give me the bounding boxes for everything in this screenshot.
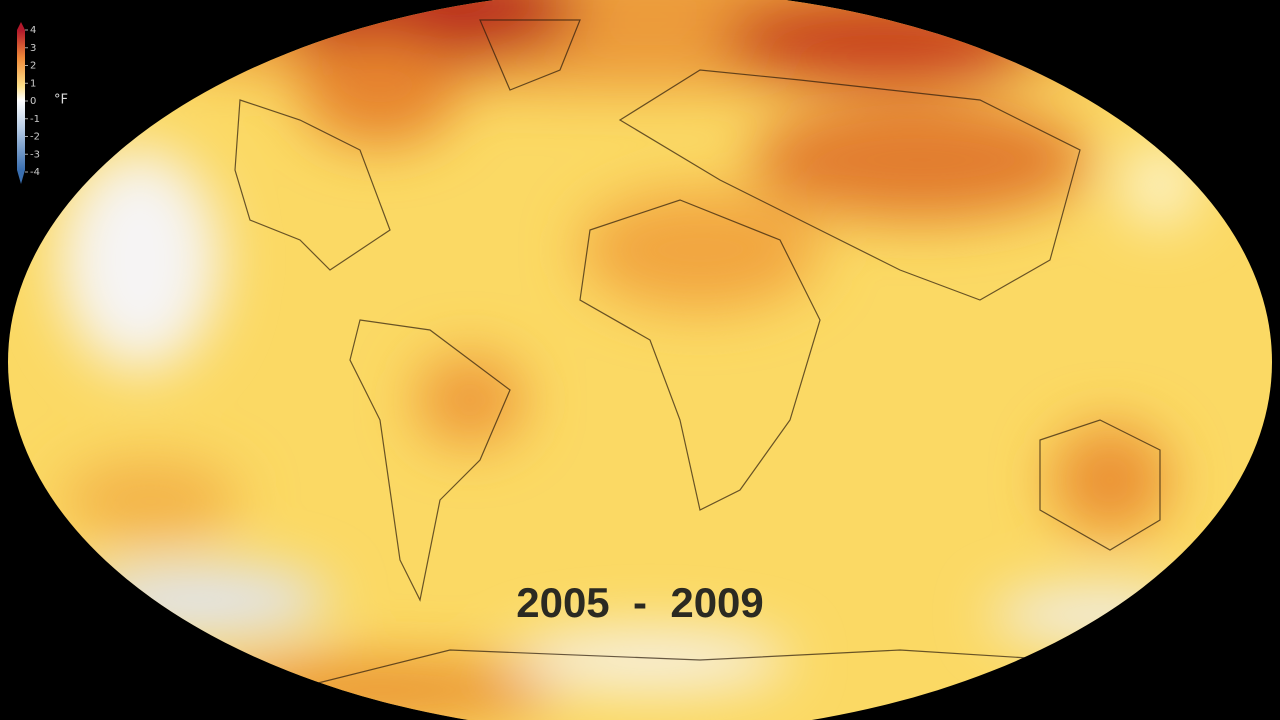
legend-tick-label: 0 xyxy=(30,96,36,107)
legend-arrow-bottom xyxy=(17,170,25,184)
legend-bar xyxy=(17,30,25,170)
legend-tick-label: -4 xyxy=(30,167,40,178)
legend-tick-label: 2 xyxy=(30,61,36,72)
color-legend: °F 4 3 2 1 0 -1 -2 -3 -4 xyxy=(17,22,68,184)
legend-tick-label: -1 xyxy=(30,114,40,125)
legend-tick-label: -3 xyxy=(30,149,40,160)
legend-arrow-top xyxy=(17,22,25,30)
legend-unit: °F xyxy=(54,93,68,108)
legend-tick-label: 3 xyxy=(30,43,36,54)
coastlines xyxy=(234,19,1161,691)
legend-tick-label: -2 xyxy=(30,132,40,143)
legend-tick-label: 1 xyxy=(30,78,36,89)
period-label: 2005 - 2009 xyxy=(516,579,764,626)
legend-tick-label: 4 xyxy=(30,25,36,36)
anomaly-field xyxy=(60,0,1210,720)
